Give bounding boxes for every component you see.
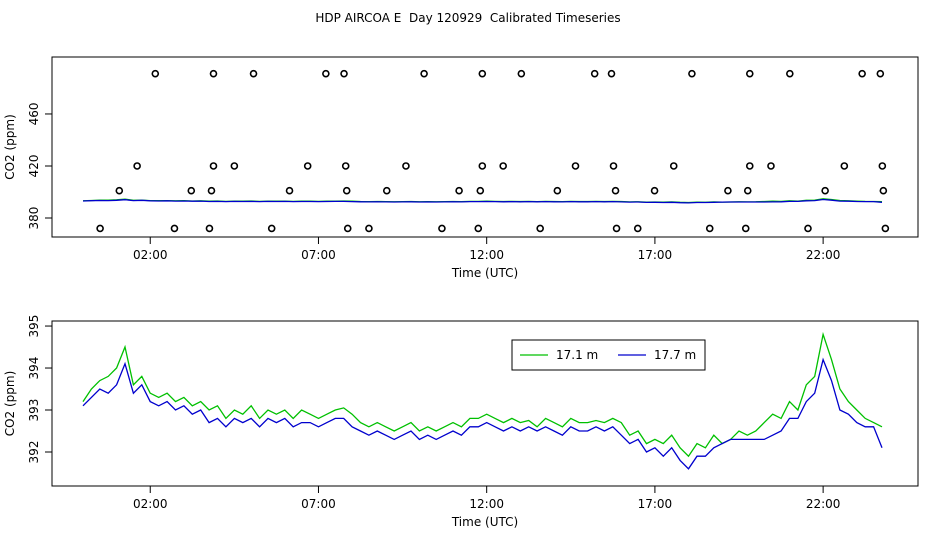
calibration-point bbox=[207, 186, 216, 195]
calibration-point bbox=[133, 162, 141, 170]
series-line bbox=[82, 331, 883, 458]
x-axis-label: Time (UTC) bbox=[451, 515, 518, 529]
calibration-point bbox=[786, 69, 794, 78]
calibration-point bbox=[633, 224, 642, 233]
x-tick-label: 17:00 bbox=[638, 497, 673, 511]
series-line bbox=[82, 357, 883, 470]
y-tick-label: 393 bbox=[27, 399, 41, 422]
calibration-point bbox=[571, 162, 580, 170]
calibration-point bbox=[438, 224, 446, 233]
calibration-point bbox=[688, 69, 696, 78]
calibration-point bbox=[340, 69, 348, 78]
y-tick-label: 420 bbox=[27, 155, 41, 178]
calibration-point bbox=[343, 224, 352, 233]
legend: 17.1 m 17.7 m bbox=[511, 339, 706, 371]
series-line bbox=[82, 198, 883, 204]
calibration-point bbox=[879, 186, 888, 195]
calibration-point bbox=[878, 162, 887, 170]
calibration-point bbox=[478, 162, 487, 170]
y-tick-label: 380 bbox=[27, 207, 41, 230]
calibration-point bbox=[402, 162, 410, 170]
y-tick-label: 394 bbox=[27, 357, 41, 380]
x-tick-label: 02:00 bbox=[133, 248, 168, 262]
calibration-point bbox=[745, 69, 754, 78]
calibration-point bbox=[455, 186, 463, 195]
calibration-point bbox=[341, 162, 350, 170]
calibration-point bbox=[478, 69, 487, 78]
calibration-point bbox=[821, 186, 829, 195]
calibration-point bbox=[705, 224, 714, 233]
calibration-point bbox=[474, 224, 483, 233]
calibration-point bbox=[876, 69, 885, 78]
calibration-point bbox=[365, 224, 373, 233]
calibration-point bbox=[209, 162, 218, 170]
calibration-point bbox=[322, 69, 330, 78]
calibration-point bbox=[285, 186, 294, 195]
calibration-point bbox=[609, 162, 618, 170]
x-tick-label: 22:00 bbox=[806, 248, 841, 262]
calibration-point bbox=[209, 69, 218, 78]
calibration-point bbox=[303, 162, 312, 170]
calibration-point bbox=[612, 224, 621, 233]
x-tick-label: 07:00 bbox=[301, 248, 336, 262]
x-tick-label: 12:00 bbox=[469, 248, 504, 262]
x-tick-label: 02:00 bbox=[133, 497, 168, 511]
plot-frame bbox=[51, 56, 919, 238]
calibration-point bbox=[881, 224, 890, 233]
x-tick-label: 12:00 bbox=[469, 497, 504, 511]
calibration-point bbox=[590, 69, 599, 78]
legend-label: 17.1 m bbox=[556, 348, 598, 362]
calibration-point bbox=[767, 162, 775, 170]
plot-frame bbox=[51, 320, 919, 487]
calibration-point bbox=[741, 224, 750, 233]
calibration-point bbox=[553, 186, 562, 195]
x-tick-label: 17:00 bbox=[638, 248, 673, 262]
y-axis-label: CO2 (ppm) bbox=[3, 114, 17, 180]
y-tick-label: 460 bbox=[27, 103, 41, 126]
calibration-point bbox=[115, 186, 124, 195]
x-axis-label: Time (UTC) bbox=[451, 266, 518, 280]
y-axis-label: CO2 (ppm) bbox=[3, 371, 17, 437]
y-tick-label: 395 bbox=[27, 315, 41, 338]
calibration-point bbox=[170, 224, 179, 233]
legend-label: 17.7 m bbox=[654, 348, 696, 362]
calibration-point bbox=[187, 186, 196, 195]
y-tick-label: 392 bbox=[27, 441, 41, 464]
calibration-point bbox=[517, 69, 526, 78]
calibration-point bbox=[151, 69, 160, 78]
calibration-point bbox=[804, 224, 812, 233]
calibration-point bbox=[745, 162, 754, 170]
calibration-point bbox=[858, 69, 866, 78]
calibration-point bbox=[669, 162, 678, 170]
calibration-point bbox=[420, 69, 428, 78]
calibration-point bbox=[607, 69, 616, 78]
x-tick-label: 22:00 bbox=[806, 497, 841, 511]
calibration-point bbox=[650, 186, 659, 195]
calibration-point bbox=[96, 224, 104, 233]
calibration-point bbox=[230, 162, 239, 170]
calibration-point bbox=[249, 69, 258, 78]
calibration-point bbox=[499, 162, 507, 170]
calibration-point bbox=[382, 186, 391, 195]
chart-title: HDP AIRCOA E Day 120929 Calibrated Times… bbox=[315, 11, 620, 25]
calibration-point bbox=[476, 186, 485, 195]
calibration-point bbox=[342, 186, 351, 195]
calibration-point bbox=[536, 224, 544, 233]
calibration-point bbox=[840, 162, 849, 170]
calibration-point bbox=[205, 224, 214, 233]
calibration-point bbox=[611, 186, 620, 195]
calibration-point bbox=[724, 186, 732, 195]
x-tick-label: 07:00 bbox=[301, 497, 336, 511]
calibration-point bbox=[743, 186, 752, 195]
calibration-point bbox=[267, 224, 276, 233]
